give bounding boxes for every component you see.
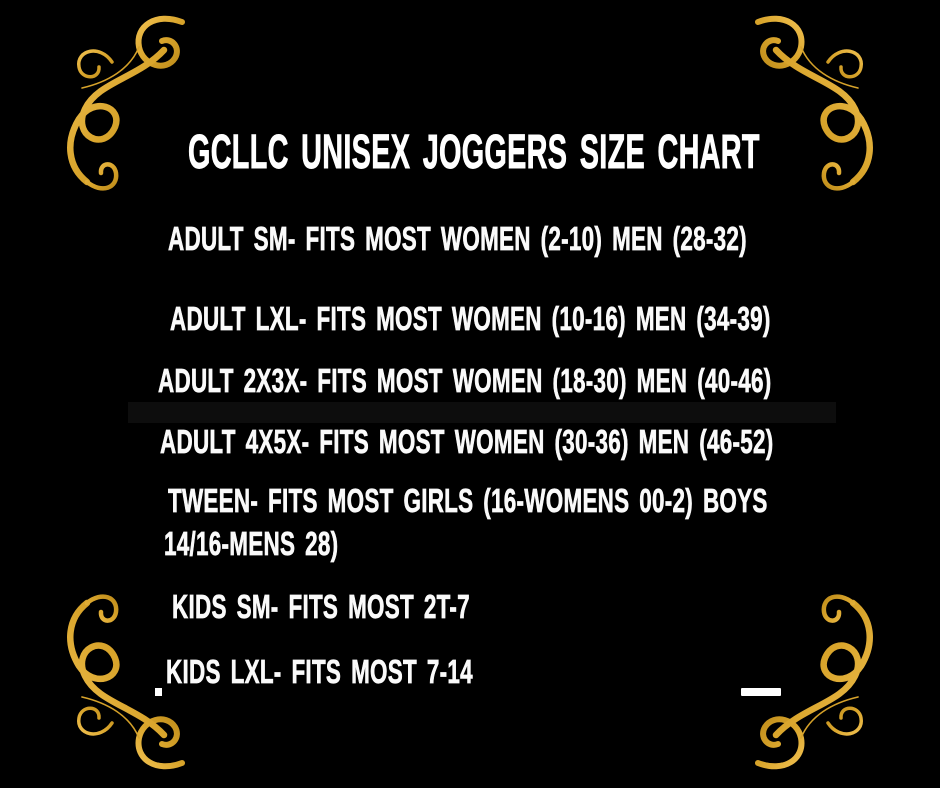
size-row-tween-line1: TWEEN- FITS MOST GIRLS (16-WOMENS 00-2) … <box>168 482 768 519</box>
corner-flourish-icon <box>67 15 185 191</box>
size-row-adult-sm: ADULT SM- FITS MOST WOMEN (2-10) MEN (28… <box>168 220 747 257</box>
size-row-adult-2x3x: ADULT 2X3X- FITS MOST WOMEN (18-30) MEN … <box>158 362 772 399</box>
page-title: GCLLC UNISEX JOGGERS SIZE CHART <box>188 126 760 179</box>
row-background-band <box>128 402 836 423</box>
corner-flourish-icon <box>755 594 873 770</box>
size-row-kids-lxl: KIDS LXL- FITS MOST 7-14 <box>166 653 473 690</box>
corner-flourish-icon <box>755 15 873 191</box>
white-dash-mark <box>741 688 781 696</box>
size-row-adult-lxl: ADULT LXL- FITS MOST WOMEN (10-16) MEN (… <box>170 300 771 337</box>
white-dot-mark <box>155 688 162 696</box>
size-row-adult-4x5x: ADULT 4X5X- FITS MOST WOMEN (30-36) MEN … <box>160 423 774 460</box>
size-row-tween-line2: 14/16-MENS 28) <box>164 525 339 562</box>
corner-flourish-icon <box>67 594 185 770</box>
size-row-kids-sm: KIDS SM- FITS MOST 2T-7 <box>172 588 470 625</box>
